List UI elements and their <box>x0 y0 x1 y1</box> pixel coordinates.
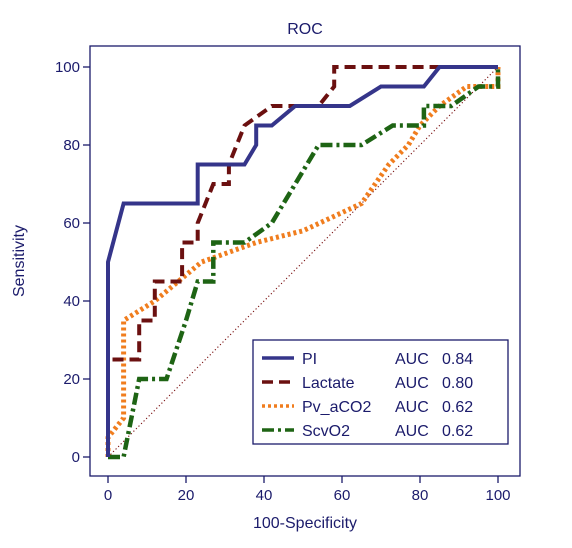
series-line-lactate <box>106 65 498 457</box>
legend-auc-value-pi: 0.84 <box>442 351 473 368</box>
x-tick-label: 100 <box>485 487 510 504</box>
legend-auc-label-lactate: AUC <box>395 375 429 392</box>
legend: PI AUC 0.84 Lactate AUC 0.80 Pv_aCO2 AUC 0.62 Scv… <box>252 339 509 445</box>
legend-label-pv-aco2: Pv_aCO2 <box>302 399 371 416</box>
series-line-pv-aco2 <box>105 67 501 457</box>
y-tick-label: 0 <box>72 449 80 466</box>
plot-frame <box>89 45 521 477</box>
legend-box <box>252 339 509 445</box>
legend-label-pi: PI <box>302 351 317 368</box>
series-lines <box>105 65 501 460</box>
legend-auc-value-scvo2: 0.62 <box>442 423 473 440</box>
y-tick-label: 20 <box>63 371 80 388</box>
y-axis-title: Sensitivity <box>11 225 28 297</box>
x-tick-label: 60 <box>334 487 351 504</box>
legend-label-scvo2: ScvO2 <box>302 423 350 440</box>
legend-auc-label-scvo2: AUC <box>395 423 429 440</box>
y-tick-label: 60 <box>63 215 80 232</box>
legend-auc-label-pv-aco2: AUC <box>395 399 429 416</box>
legend-auc-value-lactate: 0.80 <box>442 375 473 392</box>
x-tick-label: 0 <box>104 487 112 504</box>
series-line-scvo2 <box>108 67 501 460</box>
x-tick-label: 40 <box>256 487 273 504</box>
chart-title: ROC <box>287 21 323 38</box>
axis-ticks: 0 20 40 60 80 100 0 20 40 60 80 100 <box>55 59 511 504</box>
y-tick-label: 40 <box>63 293 80 310</box>
x-tick-label: 20 <box>178 487 195 504</box>
y-tick-label: 80 <box>63 137 80 154</box>
x-tick-label: 80 <box>412 487 429 504</box>
legend-auc-value-pv-aco2: 0.62 <box>442 399 473 416</box>
legend-auc-label-pi: AUC <box>395 351 429 368</box>
x-axis-title: 100-Specificity <box>253 515 357 532</box>
series-line-pi <box>106 65 498 457</box>
y-tick-label: 100 <box>55 59 80 76</box>
legend-label-lactate: Lactate <box>302 375 355 392</box>
